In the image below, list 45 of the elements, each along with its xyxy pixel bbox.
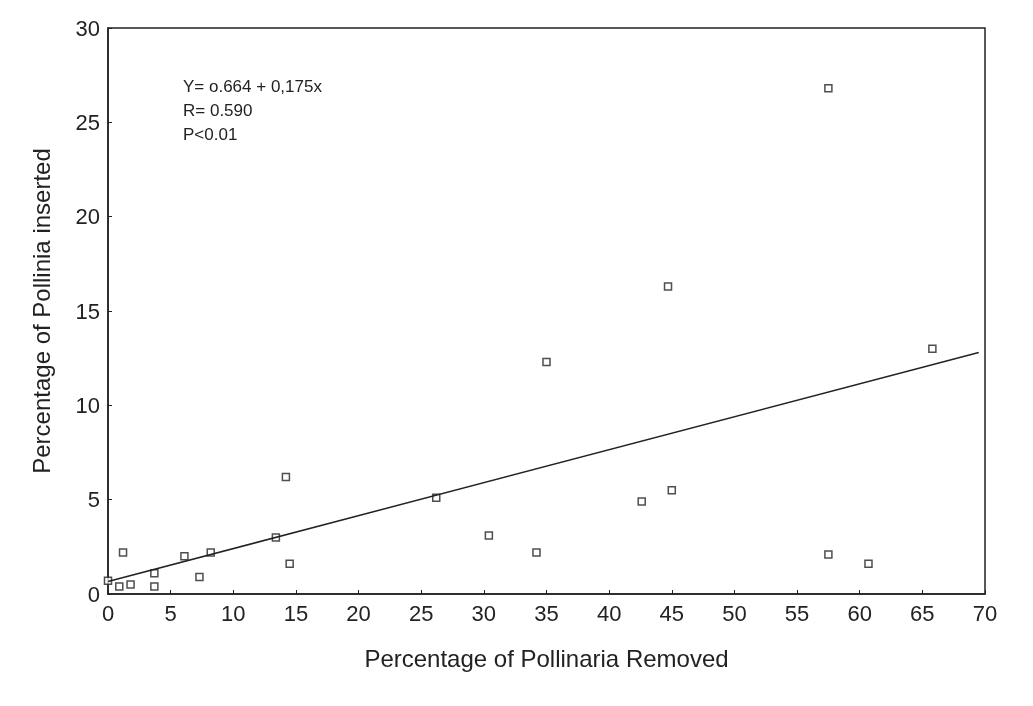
point (281, 472, 291, 482)
point (864, 559, 873, 569)
point (195, 572, 204, 582)
point (150, 582, 159, 591)
y-tick-label: 5 (87, 487, 100, 513)
annotation: R= 0.590 (183, 101, 253, 120)
point (180, 552, 189, 561)
x-tick-label: 25 (408, 600, 434, 626)
x-tick-label: 45 (659, 600, 685, 626)
point (637, 497, 646, 506)
x-tick-label: 5 (164, 600, 177, 626)
x-tick-label: 10 (221, 600, 246, 626)
point (126, 580, 135, 589)
x-tick-label: 50 (722, 600, 747, 626)
y-axis-title: Percentage of Pollinia inserted (27, 148, 55, 474)
point (663, 282, 673, 291)
annotation: P<0.01 (183, 125, 238, 144)
x-tick-label: 60 (847, 600, 872, 626)
point (532, 548, 541, 557)
point (285, 559, 294, 569)
annotation: Y= o.664 + 0,175x (183, 77, 323, 96)
y-tick-label: 0 (87, 581, 100, 607)
y-tick-label: 10 (75, 392, 100, 418)
x-axis-title: Percentage of Pollinaria Removed (364, 644, 729, 672)
x-tick-label: 20 (346, 600, 371, 626)
point (542, 357, 551, 367)
x-tick-label: 55 (784, 600, 810, 626)
point (824, 550, 833, 559)
y-tick-label: 30 (75, 15, 100, 41)
y-tick-label: 20 (75, 204, 100, 230)
x-tick-label: 40 (596, 600, 622, 626)
point (928, 344, 937, 353)
x-tick-label: 65 (910, 600, 935, 626)
point (667, 485, 677, 495)
x-tick-label: 35 (534, 600, 559, 626)
point (824, 84, 833, 93)
y-tick-label: 25 (75, 109, 100, 135)
point (150, 569, 159, 578)
x-tick-label: 30 (471, 600, 497, 626)
x-tick-label: 15 (283, 600, 309, 626)
x-tick-label: 70 (972, 600, 998, 626)
point (115, 582, 124, 591)
point (484, 531, 494, 540)
y-tick-label: 15 (75, 298, 100, 324)
point (118, 548, 128, 557)
